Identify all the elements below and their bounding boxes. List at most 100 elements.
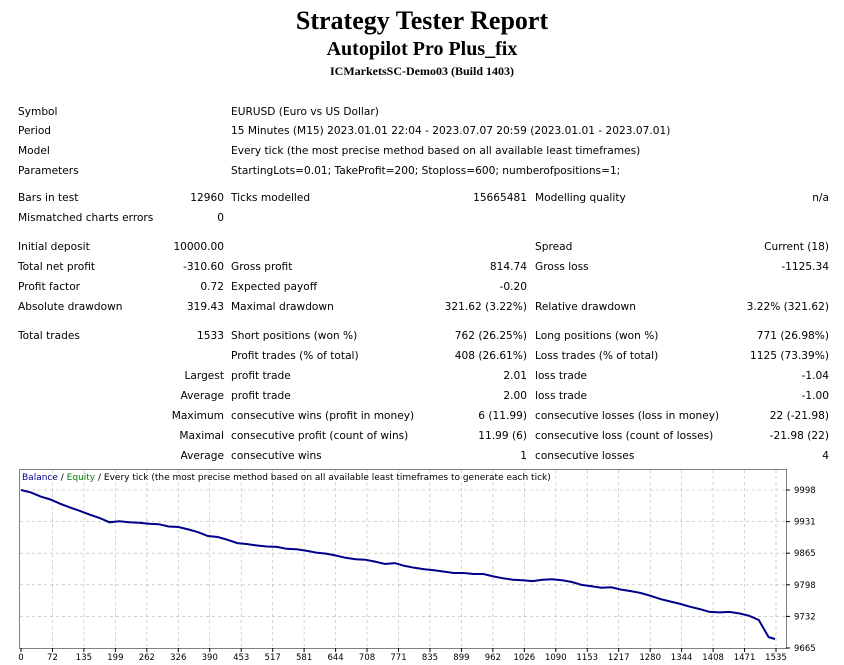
- average-consecutive-wins-label: consecutive wins: [231, 450, 322, 462]
- largest-profit-label: profit trade: [231, 370, 291, 382]
- spread-label: Spread: [535, 241, 573, 253]
- bars-label: Bars in test: [18, 192, 79, 204]
- profit-factor-value: 0.72: [200, 281, 224, 293]
- legend-description: / Every tick (the most precise method ba…: [95, 473, 551, 483]
- maximal-consecutive-profit-value: 11.99 (6): [478, 430, 527, 442]
- maximal-drawdown-label: Maximal drawdown: [231, 301, 334, 313]
- y-tick-label: 9665: [794, 644, 816, 654]
- legend-equity: Equity: [67, 473, 96, 483]
- average-consecutive-losses-label: consecutive losses: [535, 450, 635, 462]
- deposit-label: Initial deposit: [18, 241, 90, 253]
- symbol-value: EURUSD (Euro vs US Dollar): [231, 106, 379, 118]
- x-tick-label: 517: [265, 653, 281, 663]
- maximal-drawdown-value: 321.62 (3.22%): [444, 301, 527, 313]
- x-tick-label: 1471: [734, 653, 756, 663]
- profit-trades-label: Profit trades (% of total): [231, 350, 359, 362]
- gross-loss-label: Gross loss: [535, 261, 589, 273]
- maximal-label: Maximal: [179, 430, 224, 442]
- x-tick-label: 899: [453, 653, 469, 663]
- largest-label: Largest: [184, 370, 224, 382]
- x-tick-label: 1090: [545, 653, 567, 663]
- average-loss-value: -1.00: [801, 390, 829, 402]
- loss-trades-label: Loss trades (% of total): [535, 350, 659, 362]
- max-consecutive-losses-value: 22 (-21.98): [769, 410, 829, 422]
- quality-value: n/a: [812, 192, 829, 204]
- x-tick-label: 581: [296, 653, 312, 663]
- x-tick-label: 390: [202, 653, 218, 663]
- expected-payoff-label: Expected payoff: [231, 281, 318, 293]
- max-consecutive-wins-label: consecutive wins (profit in money): [231, 410, 415, 422]
- report-title: Strategy Tester Report: [295, 6, 549, 35]
- ticks-label: Ticks modelled: [231, 192, 311, 204]
- x-tick-label: 835: [422, 653, 438, 663]
- net-profit-value: -310.60: [183, 261, 224, 273]
- period-label: Period: [18, 125, 52, 137]
- server-build: ICMarketsSC-Demo03 (Build 1403): [330, 64, 514, 78]
- legend-balance: Balance: [22, 473, 58, 483]
- model-label: Model: [18, 145, 50, 157]
- long-positions-value: 771 (26.98%): [756, 330, 829, 342]
- average-consecutive-wins-value: 1: [520, 450, 527, 462]
- x-tick-label: 1217: [608, 653, 630, 663]
- deposit-value: 10000.00: [173, 241, 224, 253]
- average-profit-value: 2.00: [503, 390, 527, 402]
- mismatch-label: Mismatched charts errors: [18, 212, 154, 224]
- maximum-label: Maximum: [171, 410, 224, 422]
- maximal-consecutive-loss-label: consecutive loss (count of losses): [535, 430, 714, 442]
- mismatch-value: 0: [217, 212, 224, 224]
- x-tick-label: 1535: [765, 653, 787, 663]
- y-tick-label: 9798: [794, 581, 816, 591]
- total-trades-value: 1533: [197, 330, 224, 342]
- expert-name: Autopilot Pro Plus_fix: [326, 38, 518, 60]
- absolute-drawdown-label: Absolute drawdown: [18, 301, 123, 313]
- total-trades-label: Total trades: [18, 330, 80, 342]
- legend-separator: /: [58, 473, 67, 483]
- model-value: Every tick (the most precise method base…: [231, 145, 641, 157]
- x-tick-label: 1408: [702, 653, 724, 663]
- parameters-value: StartingLots=0.01; TakeProfit=200; Stopl…: [231, 165, 621, 177]
- largest-loss-value: -1.04: [801, 370, 829, 382]
- largest-loss-label: loss trade: [535, 370, 588, 382]
- relative-drawdown-value: 3.22% (321.62): [746, 301, 829, 313]
- x-tick-label: 644: [327, 653, 343, 663]
- y-tick-label: 9998: [794, 486, 816, 496]
- short-positions-label: Short positions (won %): [231, 330, 358, 342]
- grid: [20, 470, 786, 648]
- x-tick-label: 1026: [514, 653, 536, 663]
- average-label: Average: [180, 390, 224, 402]
- x-tick-label: 199: [107, 653, 123, 663]
- x-tick-label: 708: [359, 653, 375, 663]
- short-positions-value: 762 (26.25%): [454, 330, 527, 342]
- quality-label: Modelling quality: [535, 192, 626, 204]
- average-loss-label: loss trade: [535, 390, 588, 402]
- x-tick-label: 962: [485, 653, 501, 663]
- max-consecutive-wins-value: 6 (11.99): [478, 410, 527, 422]
- symbol-label: Symbol: [18, 106, 58, 118]
- y-tick-label: 9865: [794, 549, 816, 559]
- largest-profit-value: 2.01: [503, 370, 527, 382]
- ticks-value: 15665481: [473, 192, 527, 204]
- average-consecutive-losses-value: 4: [822, 450, 829, 462]
- average-profit-label: profit trade: [231, 390, 291, 402]
- balance-equity-chart: Balance / Equity / Every tick (the most …: [18, 469, 816, 663]
- gross-profit-value: 814.74: [489, 261, 527, 273]
- x-tick-label: 262: [139, 653, 155, 663]
- maximal-consecutive-loss-value: -21.98 (22): [769, 430, 829, 442]
- y-tick-label: 9931: [794, 518, 816, 528]
- x-tick-label: 453: [233, 653, 249, 663]
- loss-trades-value: 1125 (73.39%): [750, 350, 829, 362]
- net-profit-label: Total net profit: [18, 261, 96, 273]
- spread-value: Current (18): [764, 241, 829, 253]
- average-consecutive-label: Average: [180, 450, 224, 462]
- x-tick-label: 1280: [639, 653, 661, 663]
- chart-legend: Balance / Equity / Every tick (the most …: [22, 473, 551, 483]
- x-tick-label: 1153: [576, 653, 598, 663]
- x-tick-label: 326: [170, 653, 186, 663]
- max-consecutive-losses-label: consecutive losses (loss in money): [535, 410, 720, 422]
- x-tick-label: 771: [390, 653, 406, 663]
- absolute-drawdown-value: 319.43: [186, 301, 224, 313]
- balance-line: [20, 489, 776, 640]
- y-tick-label: 9732: [794, 612, 816, 622]
- x-tick-label: 135: [76, 653, 92, 663]
- gross-loss-value: -1125.34: [781, 261, 829, 273]
